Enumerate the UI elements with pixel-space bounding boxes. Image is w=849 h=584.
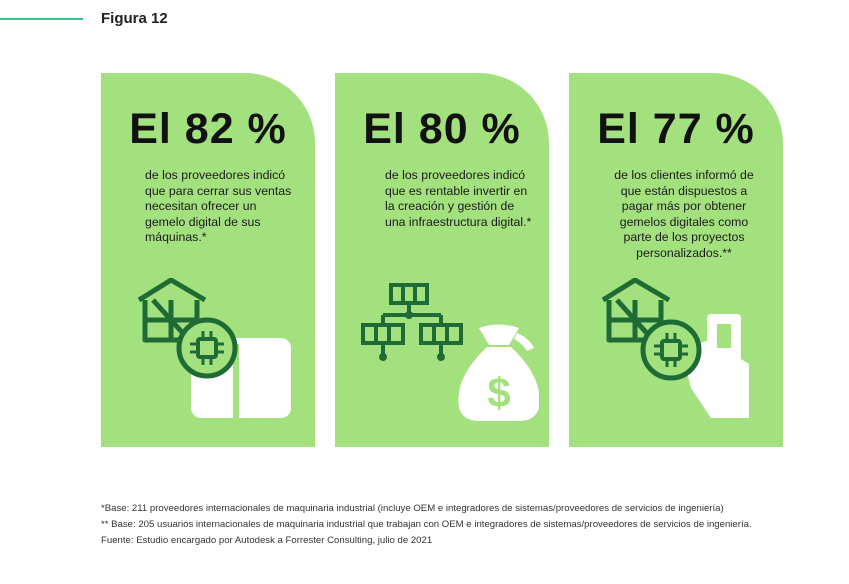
stat-card-2: El 80 % de los proveedores indicó que es…	[335, 73, 549, 447]
stat-description: de los proveedores indicó que para cerra…	[145, 168, 292, 244]
stat-value: El 80 %	[363, 105, 521, 153]
figure-title: Figura 12	[101, 10, 168, 27]
footnote-base-usuarios: ** Base: 205 usuarios internacionales de…	[101, 519, 752, 530]
footnote-base-proveedores: *Base: 211 proveedores internacionales d…	[101, 503, 724, 514]
svg-text:$: $	[487, 369, 510, 416]
stat-card-1: El 82 % de los proveedores indicó que pa…	[101, 73, 315, 447]
factory-chip-hand-icon	[601, 278, 749, 418]
stat-value: El 82 %	[129, 105, 287, 153]
factory-chip-tablet-icon	[137, 278, 291, 423]
stat-description: de los clientes informó de que están dis…	[614, 168, 754, 260]
stat-description: de los proveedores indicó que es rentabl…	[385, 168, 532, 229]
footnotes: *Base: 211 proveedores internacionales d…	[101, 501, 841, 549]
stat-card-3: El 77 % de los clientes informó de que e…	[569, 73, 783, 447]
footnote-source: Fuente: Estudio encargado por Autodesk a…	[101, 535, 433, 546]
network-money-bag-icon: $	[361, 283, 539, 421]
figure-accent-line	[0, 18, 83, 20]
stat-value: El 77 %	[597, 105, 755, 153]
